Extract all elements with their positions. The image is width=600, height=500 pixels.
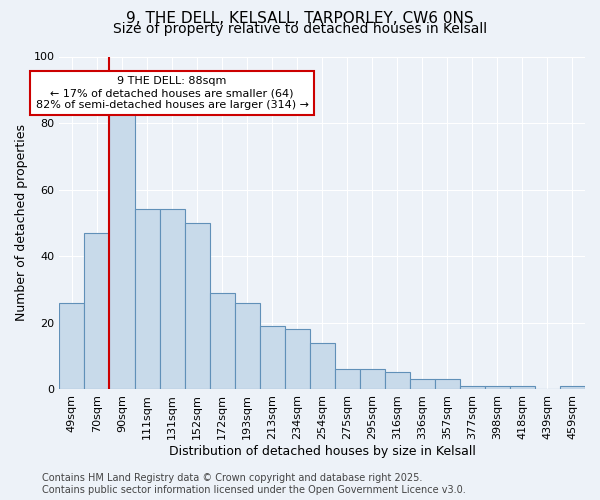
Bar [410,379,435,389]
Bar [485,386,510,389]
Bar [109,106,134,389]
Bar [260,326,284,389]
Bar [335,369,360,389]
Bar [59,302,85,389]
Bar [85,233,109,389]
Bar [360,369,385,389]
Bar [385,372,410,389]
Y-axis label: Number of detached properties: Number of detached properties [15,124,28,322]
Bar [510,386,535,389]
Bar [460,386,485,389]
X-axis label: Distribution of detached houses by size in Kelsall: Distribution of detached houses by size … [169,444,476,458]
Text: Contains HM Land Registry data © Crown copyright and database right 2025.
Contai: Contains HM Land Registry data © Crown c… [42,474,466,495]
Bar [160,210,185,389]
Bar [284,329,310,389]
Bar [235,302,260,389]
Text: 9 THE DELL: 88sqm
← 17% of detached houses are smaller (64)
82% of semi-detached: 9 THE DELL: 88sqm ← 17% of detached hous… [35,76,308,110]
Bar [310,342,335,389]
Text: 9, THE DELL, KELSALL, TARPORLEY, CW6 0NS: 9, THE DELL, KELSALL, TARPORLEY, CW6 0NS [126,11,474,26]
Bar [435,379,460,389]
Bar [134,210,160,389]
Text: Size of property relative to detached houses in Kelsall: Size of property relative to detached ho… [113,22,487,36]
Bar [209,292,235,389]
Bar [185,223,209,389]
Bar [560,386,585,389]
